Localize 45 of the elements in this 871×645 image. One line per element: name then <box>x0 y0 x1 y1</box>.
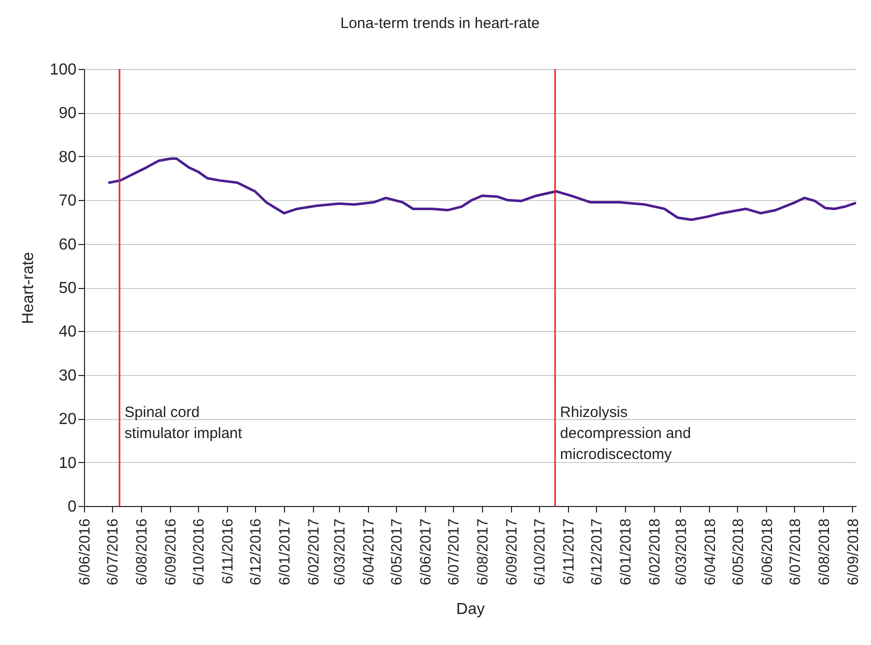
y-tick-label: 90 <box>58 105 77 122</box>
x-tick-label: 6/03/2017 <box>332 518 349 586</box>
x-tick-label: 6/01/2017 <box>276 518 294 586</box>
x-tick-label: 6/04/2018 <box>702 518 719 586</box>
x-tick-label: 6/06/2017 <box>418 518 435 586</box>
x-tick-label: 6/10/2016 <box>190 518 208 586</box>
y-tick-label: 70 <box>58 192 77 210</box>
x-tick-label: 6/05/2018 <box>730 518 747 586</box>
y-tick-label: 60 <box>58 236 77 254</box>
x-tick-label: 6/09/2018 <box>844 518 862 586</box>
x-tick-label: 6/06/2016 <box>76 518 94 586</box>
x-tick-label: 6/04/2017 <box>360 518 378 586</box>
ref-line-label: Rhizolysis decompression and microdiscectomy <box>560 404 691 463</box>
y-tick-label: 40 <box>58 324 77 341</box>
x-tick-label: 6/11/2016 <box>220 518 236 584</box>
y-tick-label: 100 <box>50 62 77 78</box>
x-tick-label: 6/09/2016 <box>162 518 180 586</box>
y-axis-title: Heart-rate <box>20 252 37 324</box>
y-tick-label: 20 <box>58 411 77 428</box>
x-axis-title: Day <box>456 601 485 618</box>
y-tick-label: 30 <box>58 367 77 384</box>
chart-title: Lona-term trends in heart-rate <box>340 15 540 32</box>
x-tick-label: 6/02/2017 <box>305 518 322 586</box>
y-tick-label: 0 <box>68 498 77 516</box>
x-tick-label: 6/07/2016 <box>104 518 122 586</box>
x-tick-label: 6/07/2018 <box>786 518 804 586</box>
x-tick-label: 6/12/2016 <box>248 518 265 586</box>
y-tick-label: 10 <box>58 454 77 472</box>
x-tick-label: 6/08/2016 <box>134 518 151 586</box>
x-tick-label: 6/05/2017 <box>388 518 406 586</box>
ref-line-label: Spinal cord stimulator implant <box>124 404 243 442</box>
y-tick-label: 50 <box>58 280 77 297</box>
x-tick-label: 6/09/2017 <box>504 518 521 586</box>
x-tick-label: 6/08/2018 <box>816 518 833 586</box>
x-tick-label: 6/01/2018 <box>618 518 635 586</box>
x-tick-label: 6/06/2018 <box>758 518 776 586</box>
x-tick-label: 6/12/2017 <box>588 518 606 586</box>
x-tick-label: 6/07/2017 <box>446 518 463 586</box>
x-tick-label: 6/03/2018 <box>672 518 690 586</box>
y-tick-label: 80 <box>58 148 77 166</box>
x-tick-label: 6/11/2017 <box>560 518 578 584</box>
x-tick-label: 6/08/2017 <box>474 518 492 586</box>
line-series <box>108 157 856 222</box>
x-tick-label: 6/10/2017 <box>532 518 549 586</box>
x-tick-label: 6/02/2018 <box>646 518 664 586</box>
